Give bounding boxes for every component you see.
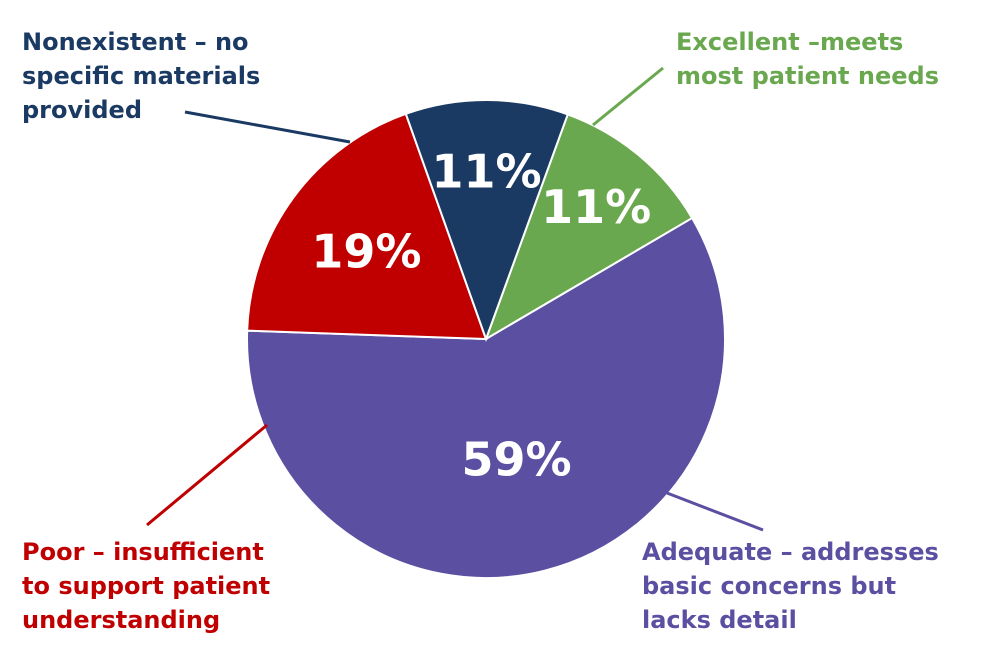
pie-slice-excellent bbox=[484, 113, 694, 342]
category-label-excellent: Excellent –meets most patient needs bbox=[676, 28, 939, 90]
category-label-adequate: Adequate – addresses basic concerns but la… bbox=[642, 538, 939, 634]
leader-line-adequate bbox=[666, 491, 764, 532]
pie-slice-nonexistent bbox=[404, 99, 570, 342]
leader-line-nonexistent bbox=[184, 110, 351, 144]
pie-slice-poor bbox=[246, 112, 488, 341]
slice-value-label-excellent: 11% bbox=[541, 180, 651, 234]
slice-value-label-adequate: 59% bbox=[461, 433, 571, 487]
category-label-nonexistent: Nonexistent – no specific materials provid… bbox=[22, 28, 260, 124]
leader-line-excellent bbox=[592, 66, 664, 127]
slice-value-label-nonexistent: 11% bbox=[432, 145, 542, 199]
category-label-poor: Poor – insufficient to support patient und… bbox=[22, 538, 270, 634]
leader-line-poor bbox=[146, 423, 268, 527]
pie-slice-adequate bbox=[246, 216, 726, 580]
slice-value-label-poor: 19% bbox=[311, 225, 421, 279]
